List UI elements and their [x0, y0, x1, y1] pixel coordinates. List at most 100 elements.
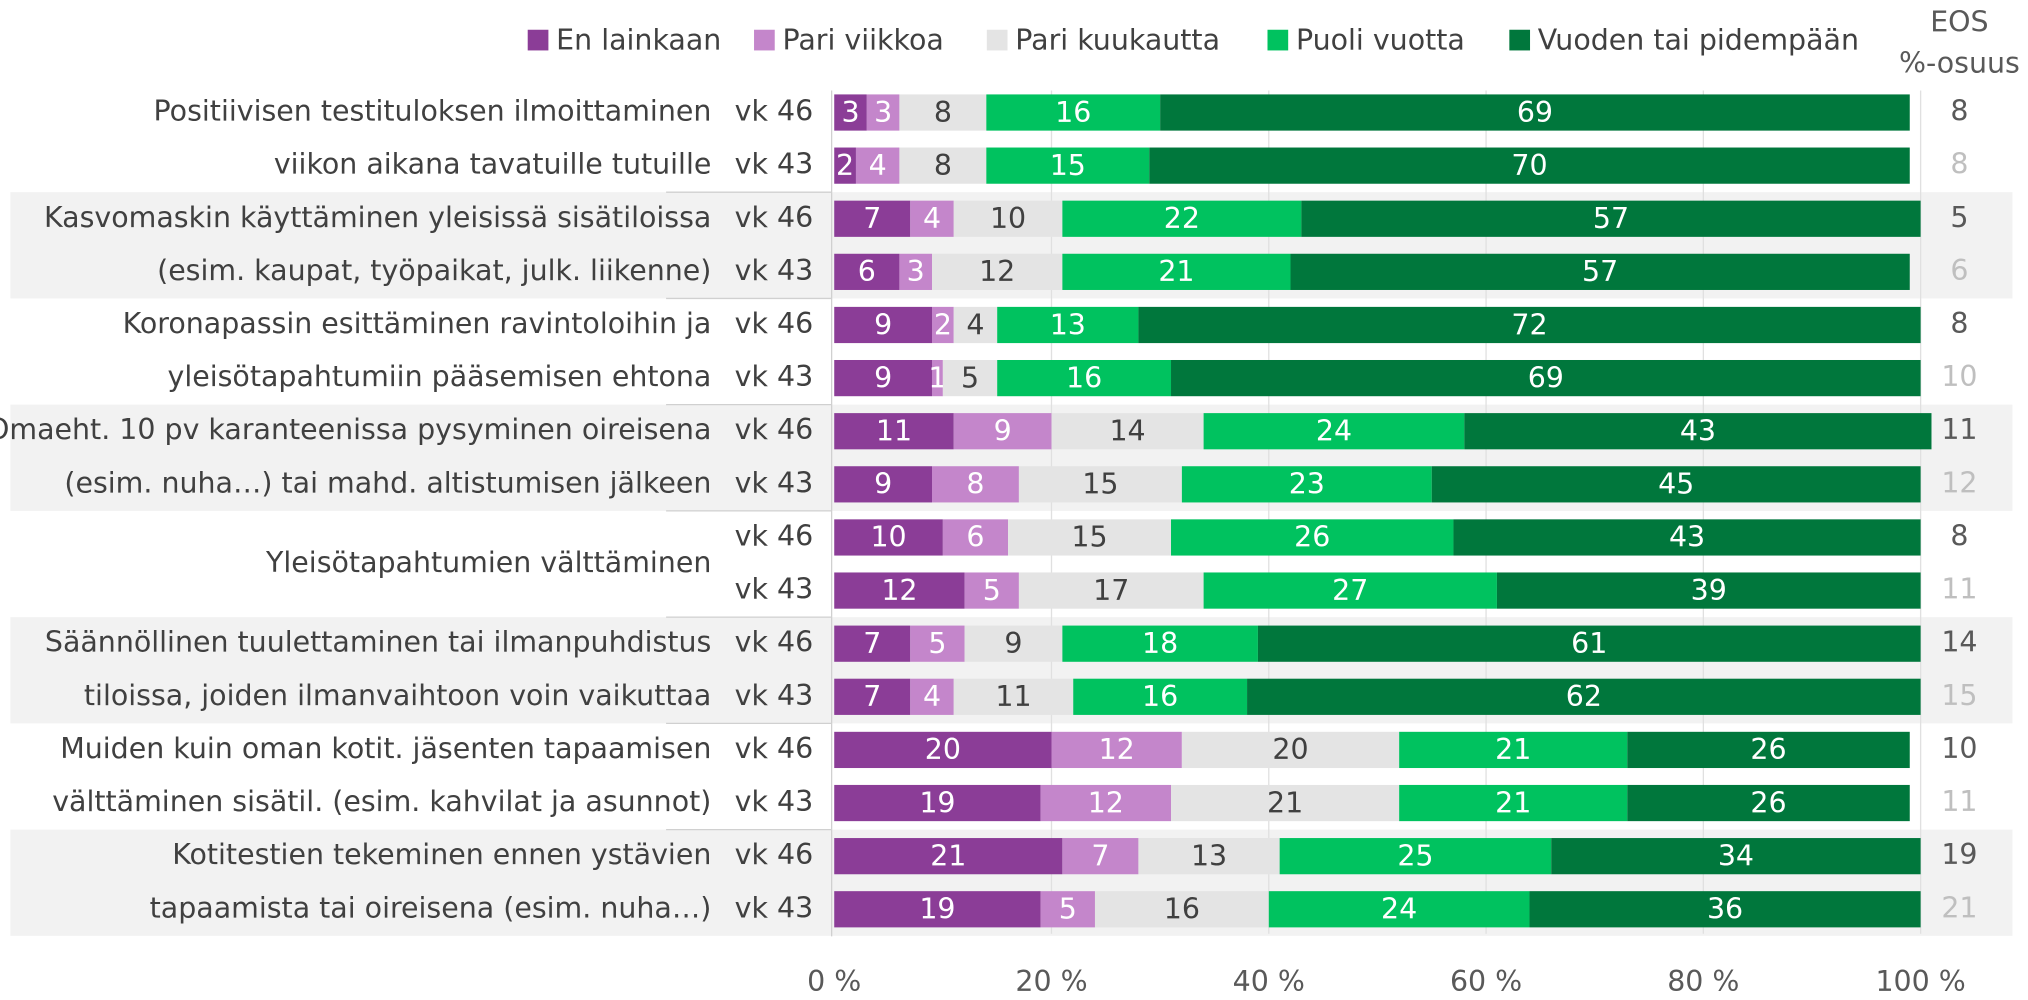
period-label: vk 43 [735, 466, 814, 499]
value-label: 9 [874, 361, 892, 394]
value-label: 8 [934, 96, 952, 129]
value-label: 14 [1109, 415, 1145, 448]
category-label: (esim. nuha…) tai mahd. altistumisen jäl… [64, 466, 711, 499]
value-label: 12 [979, 255, 1015, 288]
value-label: 69 [1528, 361, 1564, 394]
value-label: 12 [1099, 733, 1135, 766]
bar-segment [1160, 94, 1910, 131]
value-label: 15 [1050, 149, 1086, 182]
value-label: 18 [1142, 627, 1178, 660]
bar-segment [1171, 784, 1400, 822]
bar-segment [1138, 838, 1280, 875]
category-label: Koronapassin esittäminen ravintoloihin j… [123, 307, 712, 340]
bar-segment [1464, 413, 1932, 450]
bar-segment [866, 94, 900, 131]
value-label: 7 [863, 627, 881, 660]
bar-segment [855, 147, 900, 184]
period-label: vk 43 [735, 679, 814, 712]
value-label: 12 [1088, 786, 1124, 819]
bar-segment [834, 359, 933, 397]
value-label: 21 [1495, 733, 1531, 766]
value-label: 27 [1332, 574, 1368, 607]
bar-segment [1138, 306, 1921, 344]
category-label: Kotitestien tekeminen ennen ystävien [172, 838, 711, 871]
eos-value: 15 [1941, 679, 1977, 712]
value-label: 22 [1164, 202, 1200, 235]
value-label: 72 [1511, 308, 1547, 341]
value-label: 3 [907, 255, 925, 288]
value-label: 20 [1272, 733, 1308, 766]
bar-segment [953, 306, 998, 344]
legend-label: Puoli vuotta [1296, 23, 1465, 56]
legend-label: Pari viikkoa [782, 23, 943, 56]
bar-segment [834, 784, 1041, 822]
bar-segment [1181, 731, 1400, 769]
period-label: vk 46 [735, 732, 814, 765]
bar-segment [1062, 200, 1302, 237]
bar-segment [834, 413, 954, 450]
legend-swatch [1267, 29, 1289, 51]
bar-segment [1203, 572, 1497, 609]
value-label: 4 [869, 149, 887, 182]
bar-segment [834, 891, 1041, 928]
value-label: 36 [1707, 893, 1743, 926]
x-tick-label: 60 % [1450, 965, 1522, 998]
bar-segment [1051, 731, 1182, 769]
x-tick-label: 80 % [1667, 965, 1739, 998]
bar-segment [1301, 200, 1921, 237]
period-label: vk 46 [735, 201, 814, 234]
value-label: 9 [994, 415, 1012, 448]
value-label: 2 [836, 149, 854, 182]
value-label: 5 [928, 627, 946, 660]
value-label: 13 [1191, 839, 1227, 872]
value-label: 16 [1142, 680, 1178, 713]
value-label: 13 [1050, 308, 1086, 341]
bar-segment [834, 253, 900, 290]
bar-segment [1290, 253, 1910, 290]
value-label: 7 [1091, 839, 1109, 872]
bar-segment [1062, 838, 1139, 875]
value-label: 5 [961, 361, 979, 394]
bar-segment [899, 253, 933, 290]
eos-value: 12 [1941, 466, 1977, 499]
bar-segment [1551, 838, 1921, 875]
value-label: 3 [841, 96, 859, 129]
bar-segment [1268, 891, 1530, 928]
bar-segment [986, 94, 1161, 131]
value-label: 26 [1750, 786, 1786, 819]
value-label: 34 [1718, 839, 1754, 872]
bar-segment [834, 466, 933, 503]
value-label: 62 [1566, 680, 1602, 713]
legend-label: En lainkaan [556, 23, 721, 56]
category-label: välttäminen sisätil. (esim. kahvilat ja … [52, 785, 711, 818]
value-label: 3 [874, 96, 892, 129]
value-label: 24 [1381, 893, 1417, 926]
value-label: 61 [1571, 627, 1607, 660]
bar-segment [1257, 625, 1921, 662]
bar-segment [953, 200, 1063, 237]
bar-segment [1040, 784, 1172, 822]
value-label: 4 [923, 680, 941, 713]
period-label: vk 46 [735, 307, 814, 340]
bar-segment [834, 572, 965, 609]
category-label: Positiivisen testituloksen ilmoittaminen [154, 95, 712, 128]
value-label: 5 [1059, 893, 1077, 926]
bar-segment [834, 200, 911, 237]
period-label: vk 43 [735, 785, 814, 818]
value-label: 15 [1071, 521, 1107, 554]
bar-segment [932, 466, 1019, 503]
value-label: 16 [1066, 361, 1102, 394]
bar-segment [834, 306, 933, 344]
bar-segment [1399, 731, 1628, 769]
legend-swatch [527, 29, 549, 51]
bar-segment [1008, 519, 1172, 556]
value-label: 43 [1669, 521, 1705, 554]
eos-header: EOS [1930, 5, 1988, 38]
value-label: 21 [1495, 786, 1531, 819]
bar-segment [1496, 572, 1921, 609]
value-label: 7 [863, 680, 881, 713]
eos-value: 8 [1950, 519, 1968, 552]
value-label: 11 [995, 680, 1031, 713]
value-label: 57 [1582, 255, 1618, 288]
x-tick-label: 100 % [1875, 965, 1965, 998]
